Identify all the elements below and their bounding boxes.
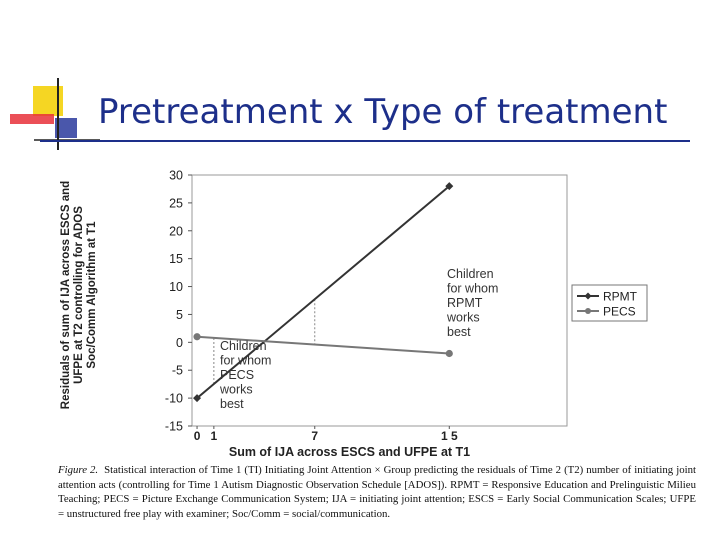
y-axis-label-line-1: Residuals of sum of IJA across ESCS and [60, 180, 72, 410]
y-axis-label-line-2: UFPE at T2 controlling for ADOS [73, 206, 85, 384]
series-line-pecs [196, 335, 450, 355]
x-tick-label: 0 [194, 429, 201, 443]
y-tick-label: 0 [176, 336, 183, 350]
figure-caption-text: Statistical interaction of Time 1 (TI) I… [58, 464, 696, 520]
logo-blue-square [55, 118, 77, 138]
slide-title: Pretreatment x Type of treatment [98, 92, 668, 132]
annotation-text-line: best [447, 325, 471, 339]
annotation-text-line: best [220, 397, 244, 411]
series-line-rpmt [196, 185, 450, 399]
y-tick-label: -15 [165, 420, 183, 434]
annotation-text-line: for whom [447, 282, 498, 296]
data-point-rpmt [193, 394, 202, 403]
data-point-pecs [193, 333, 201, 341]
logo-red-bar [10, 114, 54, 124]
y-tick-label: 30 [169, 169, 183, 183]
annotation-text-line: Children [447, 267, 494, 281]
y-tick-label: -10 [165, 392, 183, 406]
x-axis-label: Sum of IJA across ESCS and UFPE at T1 [229, 445, 470, 459]
y-tick-label: 5 [176, 308, 183, 322]
annotation-text-line: for whom [220, 354, 271, 368]
y-tick-label: -5 [172, 364, 183, 378]
figure-caption-label: Figure 2. [58, 464, 99, 476]
annotation-text-line: works [446, 311, 480, 325]
plot-frame [191, 174, 568, 427]
annotation-text-line: PECS [220, 368, 254, 382]
y-tick-label: 25 [169, 196, 183, 210]
data-point-rpmt [445, 182, 454, 191]
annotation-text-line: works [219, 383, 253, 397]
title-divider [40, 140, 690, 142]
data-point-pecs [445, 349, 453, 358]
legend-swatch-marker [584, 292, 592, 300]
y-tick-label: 20 [169, 224, 183, 238]
legend-swatch-marker [585, 308, 591, 314]
figure-caption: Figure 2. Statistical interaction of Tim… [58, 463, 696, 521]
slide-logo [10, 78, 100, 150]
x-tick-label: 1 [211, 429, 218, 443]
legend-box [571, 284, 648, 322]
annotation-text-line: RPMT [447, 296, 483, 310]
legend-label-rpmt: RPMT [603, 290, 638, 304]
y-tick-label: 15 [169, 252, 183, 266]
annotation-text-line: Children [220, 339, 267, 353]
x-tick-label: 1 5 [441, 429, 458, 443]
x-tick-label: 7 [311, 429, 318, 443]
y-axis-label: Residuals of sum of IJA across ESCS and … [60, 170, 99, 420]
legend-label-pecs: PECS [603, 305, 636, 319]
y-tick-label: 10 [169, 280, 183, 294]
y-axis-label-line-3: Soc/Comm Algorithm at T1 [86, 221, 98, 369]
